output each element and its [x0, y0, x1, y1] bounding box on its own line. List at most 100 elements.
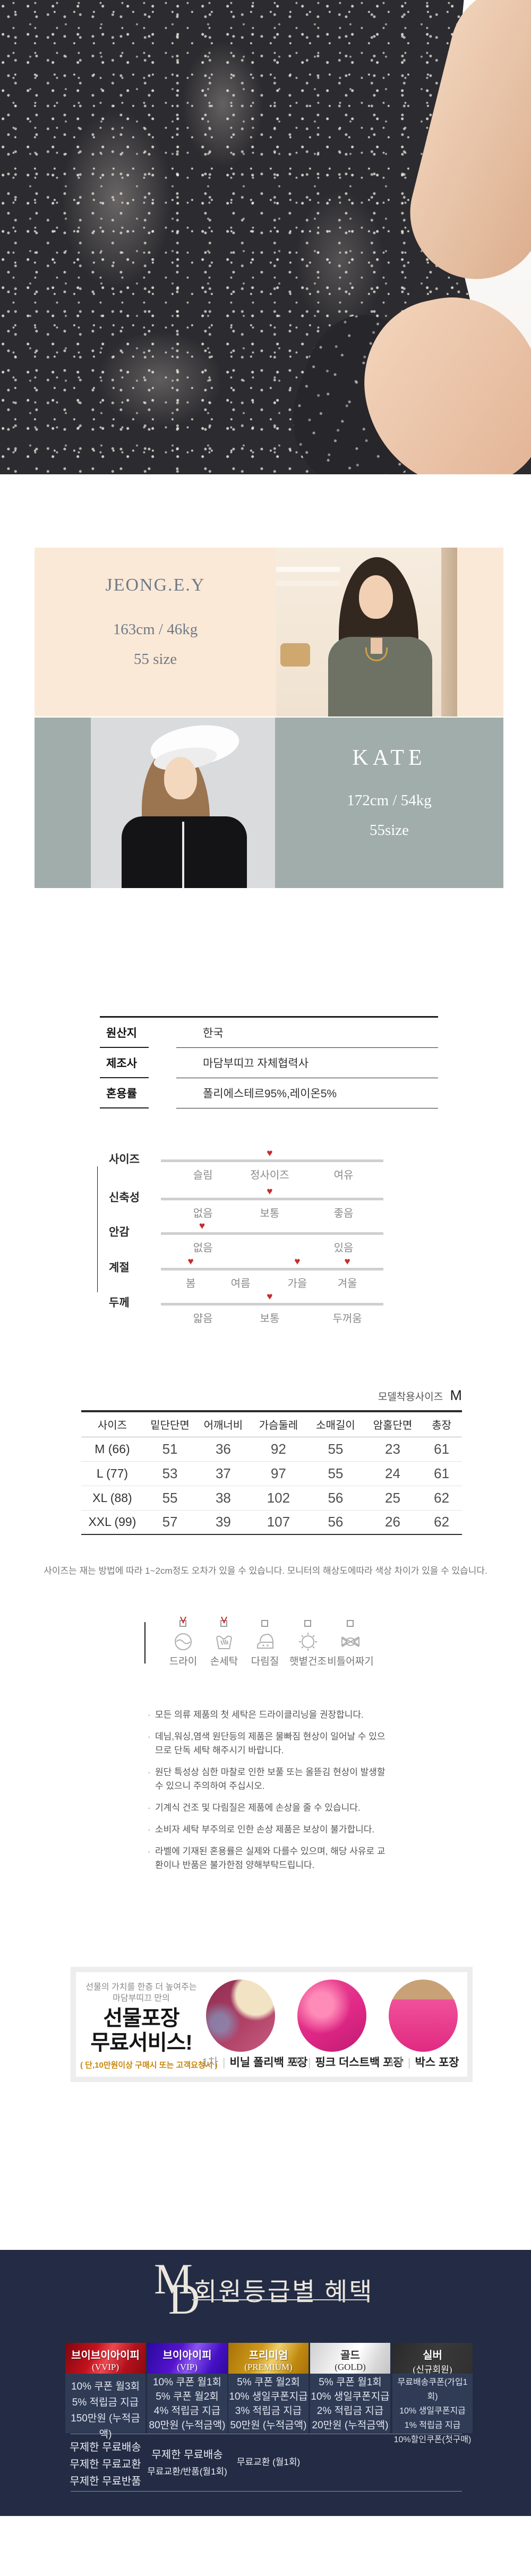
model-face — [164, 757, 197, 799]
fit-row-label: 신축성 — [109, 1191, 140, 1204]
care-item-handwash: 손세탁 — [200, 1616, 248, 1668]
benefit-line: 5% 적립금 지급 — [72, 2397, 139, 2408]
gift-text-block: 선물의 가치를 한층 더 높여주는 마담부띠끄 만의 선물포장 무료서비스! (… — [80, 1982, 218, 2070]
tier-card-gold: 골드 (GOLD) — [310, 2343, 390, 2374]
size-cell: 39 — [196, 1510, 250, 1535]
step-number: 1차 — [202, 2057, 218, 2069]
section-title: 회원등급별 혜택 — [194, 2279, 374, 2306]
red-check-icon — [180, 1616, 186, 1624]
care-item-nowring: 비틀어짜기 — [327, 1620, 374, 1668]
size-cell: 55 — [143, 1486, 197, 1511]
benefit-line: 4% 적립금 지급 — [153, 2406, 221, 2417]
model-section-kate: KATE 172cm / 54kg 55size — [35, 718, 503, 888]
tier-code: (PREMIUM) — [244, 2362, 293, 2372]
fit-option: 여유 — [333, 1170, 354, 1181]
jacket-zipper — [182, 822, 184, 888]
size-cell: 55 — [307, 1461, 364, 1486]
heart-icon: ♥ — [187, 1256, 194, 1267]
benefit-line: 150만원 (누적금액) — [71, 2413, 140, 2440]
table-row: L (77) 53 37 97 55 24 61 — [81, 1461, 462, 1486]
benefit-line: 10% 생일쿠폰지급 — [229, 2391, 308, 2402]
tier-name: 실버 — [423, 2350, 442, 2361]
fit-option: 없음 — [193, 1208, 213, 1219]
heart-icon: ♥ — [344, 1256, 350, 1267]
tier-footer-premium: 무료교환 (월1회) — [228, 2454, 309, 2471]
tier-code: (VIP) — [177, 2362, 198, 2372]
fit-option: 얇음 — [193, 1313, 213, 1325]
model-size: 55size — [369, 822, 409, 839]
model-name: JEONG.E.Y — [105, 575, 205, 595]
model-arm — [396, 0, 531, 293]
size-cell: XXL (99) — [81, 1510, 143, 1535]
size-cell: 61 — [421, 1461, 462, 1486]
step-label: 비닐 폴리백 포장 — [229, 2057, 308, 2069]
no-wring-icon — [341, 1636, 359, 1647]
size-cell: 24 — [364, 1461, 422, 1486]
model-wearing-size: 모델착용사이즈 M — [81, 1387, 462, 1404]
dry-clean-icon — [175, 1633, 192, 1650]
care-label: 비틀어짜기 — [327, 1656, 374, 1667]
size-cell: 26 — [364, 1510, 422, 1535]
tier-benefits-vvip: 10% 쿠폰 월3회 5% 적립금 지급 150만원 (누적금액) — [65, 2374, 145, 2440]
model-info-jeong: JEONG.E.Y 163cm / 46kg 55 size — [35, 548, 276, 716]
gift-title: 무료서비스! — [90, 2031, 192, 2054]
tier-benefits-vip: 10% 쿠폰 월1회 5% 쿠폰 월2회 4% 적립금 지급 80만원 (누적금… — [147, 2374, 227, 2433]
model-height-weight: 163cm / 46kg — [113, 621, 198, 638]
table-row: 원산지 한국 — [100, 1018, 438, 1048]
heart-icon: ♥ — [267, 1291, 273, 1302]
red-check-icon — [221, 1616, 227, 1624]
benefit-line: 5% 쿠폰 월2회 — [156, 2391, 219, 2402]
gift-title: 선물포장 — [103, 2007, 179, 2030]
list-item: 원단 특성상 심한 마찰로 인한 보풀 또는 올뜯김 현상이 발생할 수 있으니… — [148, 1765, 392, 1793]
tier-code: (신규회원) — [413, 2365, 452, 2375]
model-size-value: M — [450, 1387, 463, 1403]
md-logo-m: M — [154, 2255, 193, 2303]
size-cell: 62 — [421, 1486, 462, 1511]
size-measurement-table: 사이즈 밑단단면 어깨너비 가슴둘레 소매길이 암홀단면 총장 M (66) 51… — [81, 1410, 462, 1535]
benefit-line: 5% 쿠폰 월2회 — [237, 2377, 300, 2388]
tier-code: (GOLD) — [335, 2362, 366, 2372]
care-item-iron: 다림질 — [241, 1620, 289, 1668]
cell-gap — [149, 1018, 176, 1048]
fit-row-label: 사이즈 — [109, 1153, 140, 1166]
benefit-line: 20만원 (누적금액) — [312, 2420, 389, 2431]
size-cell: 55 — [307, 1437, 364, 1462]
benefit-line: 50만원 (누적금액) — [230, 2420, 307, 2431]
cell-gap — [149, 1078, 176, 1108]
size-cell: 102 — [250, 1486, 307, 1511]
benefit-line: 10% 생일쿠폰지급 — [311, 2391, 390, 2402]
column-header: 암홀단면 — [364, 1410, 422, 1437]
tier-card-vip: 브이아이피 (VIP) — [147, 2343, 227, 2374]
size-disclaimer: 사이즈는 재는 방법에 따라 1~2cm정도 오차가 있을 수 있습니다. 모니… — [44, 1566, 487, 1576]
gift-packaging-banner: 선물의 가치를 한층 더 높여주는 마담부띠끄 만의 선물포장 무료서비스! (… — [71, 1967, 473, 2082]
photo-basket — [280, 643, 310, 667]
model-height-weight: 172cm / 54kg — [347, 792, 432, 809]
column-header: 총장 — [421, 1410, 462, 1437]
fit-row-label: 계절 — [109, 1261, 130, 1274]
product-info-table: 원산지 한국 제조사 마담부띠끄 자체협력사 혼용률 폴리에스테르95%,레이온… — [100, 1016, 438, 1108]
column-header: 사이즈 — [81, 1410, 143, 1437]
step-label: 핑크 더스트백 포장 — [315, 2057, 404, 2069]
sun-dry-icon — [299, 1633, 317, 1651]
info-value: 한국 — [176, 1018, 438, 1048]
black-jacket — [122, 816, 247, 888]
gift-step-photo-polybag — [206, 1980, 275, 2052]
table-row: M (66) 51 36 92 55 23 61 — [81, 1437, 462, 1462]
checkbox — [347, 1620, 354, 1627]
size-cell: 23 — [364, 1437, 422, 1462]
list-item: 모든 의류 제품의 첫 세탁은 드라이클리닝을 권장합니다. — [148, 1708, 392, 1722]
cell-gap — [149, 1048, 176, 1078]
model-section-jeong: JEONG.E.Y 163cm / 46kg 55 size — [35, 548, 503, 716]
benefit-line: 80만원 (누적금액) — [149, 2420, 226, 2431]
gift-condition: ( 단,10만원이상 구매시 또는 고객요청시 ) — [80, 2061, 218, 2070]
tier-benefits-gold: 5% 쿠폰 월1회 10% 생일쿠폰지급 2% 적립금 지급 20만원 (누적금… — [310, 2374, 390, 2433]
gift-step-label: 3차 | 박스 포장 — [387, 2054, 459, 2070]
column-header: 소매길이 — [307, 1410, 364, 1437]
fit-option: 정사이즈 — [250, 1170, 289, 1181]
fit-option: 좋음 — [333, 1208, 354, 1219]
fit-chart: 사이즈 ♥ 슬림 정사이즈 여유 신축성 ♥ 없음 보통 좋음 안감 ♥ 없음 … — [0, 1142, 531, 1333]
column-header: 가슴둘레 — [250, 1410, 307, 1437]
size-cell: 56 — [307, 1486, 364, 1511]
care-item-dry: 드라이 — [159, 1616, 207, 1668]
hand-wash-icon — [216, 1635, 232, 1649]
